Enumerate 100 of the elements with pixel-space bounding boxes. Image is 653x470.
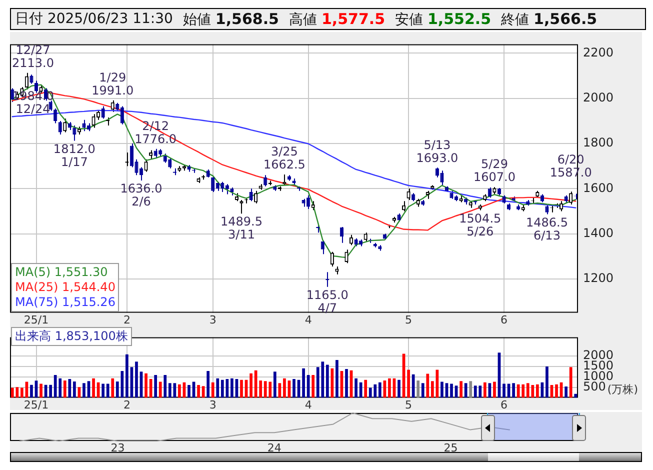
candlestick	[120, 106, 124, 125]
candlestick	[96, 110, 100, 120]
annotation: 3/25 1662.5	[263, 144, 306, 172]
y-tick-label: 1200	[583, 271, 614, 286]
bar	[378, 382, 382, 398]
bar	[283, 378, 286, 398]
annotation: 1636.0 2/6	[120, 182, 162, 209]
annotation: 1504.5 5/26	[459, 211, 502, 238]
bar	[158, 382, 162, 398]
x-tick-label: 6	[500, 398, 508, 412]
candlestick	[320, 240, 324, 255]
bar	[555, 384, 558, 398]
candlestick	[54, 108, 58, 124]
candlestick	[340, 226, 344, 244]
annotation: 1489.5 3/11	[220, 214, 262, 242]
bar	[312, 375, 315, 398]
bar	[216, 378, 220, 398]
bar	[126, 354, 128, 398]
x-tick-label: 25	[444, 441, 458, 454]
candlestick	[249, 188, 253, 202]
bar	[30, 384, 33, 398]
annotation: 5/29 1607.0	[473, 157, 516, 184]
candlestick	[364, 232, 368, 242]
annotation: 1/29 1991.0	[92, 70, 134, 98]
bar	[111, 378, 114, 398]
bar	[460, 381, 462, 398]
bar	[546, 366, 548, 398]
annotation: 1812.0 1/17	[53, 142, 96, 169]
y-tick-label: 1400	[583, 226, 614, 240]
annotation: 12/27 2113.0	[12, 42, 54, 70]
x-tick-label: 5	[405, 398, 412, 412]
bar	[154, 375, 158, 398]
bar	[359, 382, 362, 398]
bar	[164, 375, 167, 398]
bar	[40, 384, 42, 398]
x-tick-label: 3	[209, 313, 216, 326]
x-tick-label: 6	[500, 313, 508, 326]
x-tick-label: 4	[304, 398, 312, 412]
candlestick	[63, 118, 67, 133]
bar	[188, 385, 190, 398]
bar	[469, 381, 472, 398]
candlestick	[110, 100, 114, 112]
x-tick-label: 2	[123, 398, 130, 412]
bar	[20, 388, 24, 398]
candlestick	[560, 200, 564, 212]
candlestick	[72, 124, 76, 142]
candlestick	[211, 176, 215, 193]
candlestick	[58, 120, 62, 135]
bar	[450, 384, 453, 398]
bar	[259, 380, 262, 398]
bar	[464, 383, 468, 398]
candlestick	[30, 74, 34, 84]
bar	[278, 383, 282, 398]
bar	[502, 384, 506, 398]
bar	[364, 380, 368, 398]
text: MA(75) 1,515.26	[15, 295, 116, 310]
candlestick	[101, 106, 105, 120]
candlestick	[154, 148, 158, 159]
bar	[416, 380, 420, 398]
chart-subtitle: 始値 1,568.5 高値 1,577.5 安値 1,552.5 終値 1,566.5	[182, 10, 598, 28]
bar	[388, 378, 391, 398]
bar	[230, 378, 234, 398]
candlestick	[264, 174, 268, 187]
bar	[178, 384, 181, 398]
bar	[336, 360, 338, 398]
candlestick	[220, 181, 224, 193]
candlestick	[311, 200, 315, 211]
candlestick	[216, 181, 220, 192]
bar	[292, 378, 296, 398]
bar	[493, 382, 496, 398]
candlestick	[24, 72, 28, 90]
bar	[407, 370, 410, 398]
bar	[73, 382, 76, 398]
y-tick-label: 2000	[583, 90, 614, 104]
x-tick-label: 23	[110, 441, 125, 454]
bar	[345, 368, 348, 398]
bar	[412, 374, 415, 398]
x-tick-label: 25/1	[24, 313, 49, 326]
bar	[354, 378, 358, 398]
bar	[326, 364, 329, 398]
bar	[426, 374, 430, 398]
bar	[206, 371, 210, 398]
bar	[574, 394, 578, 398]
candlestick	[406, 188, 410, 200]
x-tick-label: 2	[123, 313, 130, 326]
bar	[306, 375, 310, 398]
candlestick	[240, 199, 244, 214]
candlestick	[488, 187, 492, 198]
text: MA(25) 1,544.40	[15, 280, 116, 295]
bar	[92, 378, 95, 398]
y-tick-label: 2200	[583, 45, 614, 60]
bar	[82, 383, 86, 398]
y-tick-label: 500	[583, 379, 606, 394]
bar	[512, 383, 515, 398]
bar	[440, 382, 444, 398]
text: MA(5) 1,551.30	[15, 265, 109, 280]
bar	[564, 386, 568, 398]
chart-title: 日付 2025/06/23 11:30	[15, 10, 173, 28]
bar	[483, 382, 486, 398]
candlestick	[144, 158, 148, 172]
